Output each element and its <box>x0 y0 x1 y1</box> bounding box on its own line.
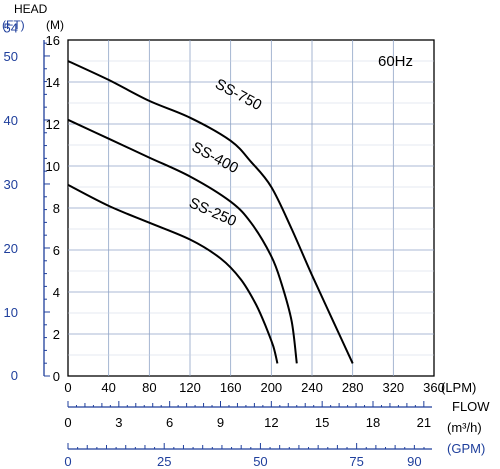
y-axis-title: HEAD <box>14 2 48 16</box>
flow-axis-title: FLOW <box>452 399 490 414</box>
m3h-tick-labels: 0 3 6 9 12 15 18 21 <box>64 415 431 430</box>
m-tick-label: 10 <box>46 159 60 174</box>
lpm-tick-label: 40 <box>101 380 115 395</box>
ft-unit-label: (FT) <box>2 18 25 32</box>
m3h-tick-label: 0 <box>64 415 71 430</box>
m-tick-label: 14 <box>46 75 60 90</box>
ft-tick-label: 54 <box>4 20 18 35</box>
curve-ss-400 <box>67 118 298 364</box>
m3h-tick-label: 21 <box>417 415 431 430</box>
m-tick-label: 6 <box>53 243 60 258</box>
frequency-label: 60Hz <box>378 53 413 70</box>
lpm-tick-labels: 0 40 80 120 160 200 240 280 320 360 <box>64 380 444 395</box>
ft-axis-ticks <box>44 42 50 377</box>
lpm-tick-label: 360 <box>423 380 445 395</box>
grid-lines <box>68 40 434 376</box>
gpm-tick-label: 25 <box>157 454 171 469</box>
lpm-tick-label: 320 <box>382 380 404 395</box>
m-tick-label: 0 <box>53 369 60 384</box>
m3h-tick-label: 18 <box>366 415 380 430</box>
pump-curves <box>67 60 354 364</box>
lpm-tick-label: 120 <box>179 380 201 395</box>
lpm-unit-label: (LPM) <box>441 380 476 395</box>
gpm-axis-ticks <box>67 443 425 449</box>
m-tick-label: 4 <box>53 285 60 300</box>
m3h-tick-label: 12 <box>264 415 278 430</box>
gpm-unit-label: (GPM) <box>447 441 485 456</box>
m-tick-label: 16 <box>46 33 60 48</box>
ft-tick-label: 10 <box>4 305 18 320</box>
m-tick-label: 12 <box>46 117 60 132</box>
lpm-tick-label: 0 <box>64 380 71 395</box>
ft-tick-label: 30 <box>4 177 18 192</box>
gpm-tick-label: 0 <box>64 454 71 469</box>
m3h-tick-label: 9 <box>217 415 224 430</box>
m-tick-label: 2 <box>53 327 60 342</box>
gpm-tick-label: 90 <box>407 454 421 469</box>
curve-ss-250 <box>67 184 279 364</box>
m-tick-labels: 0 2 4 6 8 10 12 14 16 <box>46 33 60 384</box>
gpm-tick-label: 50 <box>253 454 267 469</box>
gpm-tick-labels: 0 25 50 75 90 <box>64 454 421 469</box>
gpm-tick-label: 75 <box>349 454 363 469</box>
lpm-tick-label: 280 <box>342 380 364 395</box>
m3h-tick-label: 3 <box>115 415 122 430</box>
m3h-unit-label: (m³/h) <box>447 420 482 435</box>
ft-tick-label: 40 <box>4 113 18 128</box>
ft-tick-label: 20 <box>4 241 18 256</box>
lpm-tick-label: 160 <box>220 380 242 395</box>
m3h-axis-ticks <box>67 401 425 407</box>
ft-tick-labels: 0 10 20 30 40 50 54 <box>4 20 18 383</box>
m3h-tick-label: 6 <box>166 415 173 430</box>
curve-ss-750 <box>67 60 354 364</box>
ft-tick-label: 0 <box>11 368 18 383</box>
lpm-tick-label: 80 <box>142 380 156 395</box>
m3h-tick-label: 15 <box>315 415 329 430</box>
lpm-tick-label: 240 <box>301 380 323 395</box>
lpm-tick-label: 200 <box>260 380 282 395</box>
m-tick-label: 8 <box>53 201 60 216</box>
m-unit-label: (M) <box>46 18 64 32</box>
ft-tick-label: 50 <box>4 49 18 64</box>
